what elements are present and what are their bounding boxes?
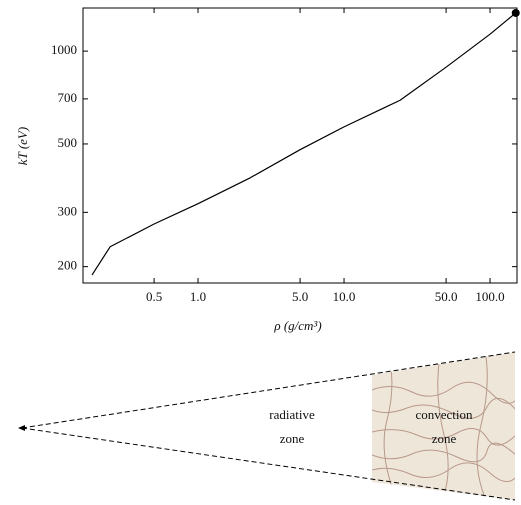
x-tick-label: 50.0 (435, 289, 458, 304)
zone-label: zone (432, 431, 457, 446)
y-tick-label: 300 (58, 203, 78, 218)
y-tick-label: 700 (58, 90, 78, 105)
y-tick-label: 1000 (51, 42, 77, 57)
y-axis-label: kT (eV) (15, 127, 30, 165)
y-tick-label: 500 (58, 135, 78, 150)
x-tick-label: 5.0 (292, 289, 308, 304)
cone-edge (21, 351, 516, 429)
convection-texture (372, 352, 515, 500)
x-tick-label: 10.0 (333, 289, 356, 304)
cone-apex (18, 425, 25, 431)
convection-region (372, 352, 515, 500)
zone-label: zone (280, 431, 305, 446)
x-tick-label: 1.0 (190, 289, 206, 304)
x-axis-label: ρ (g/cm³) (273, 318, 321, 333)
y-tick-label: 200 (58, 258, 78, 273)
cone-edge (21, 427, 516, 501)
plot-frame (82, 7, 518, 284)
zone-label: convection (415, 407, 473, 422)
diagram: radiative zone convection zone (18, 351, 516, 501)
data-line (91, 12, 517, 276)
end-point (511, 8, 520, 17)
zone-label: radiative (269, 407, 315, 422)
x-tick-label: 100.0 (475, 289, 504, 304)
x-tick-label: 0.5 (146, 289, 162, 304)
